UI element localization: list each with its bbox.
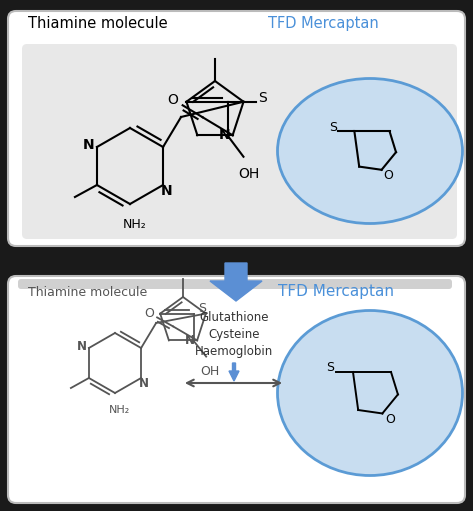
Text: NH₂: NH₂	[123, 218, 147, 231]
Ellipse shape	[278, 311, 463, 476]
Text: NH₂: NH₂	[108, 405, 130, 415]
FancyArrow shape	[210, 263, 262, 301]
Text: O: O	[385, 413, 395, 426]
Text: N: N	[77, 339, 87, 353]
Text: Glutathione: Glutathione	[199, 311, 269, 324]
FancyBboxPatch shape	[8, 11, 465, 246]
FancyArrow shape	[229, 363, 239, 381]
Text: OH: OH	[201, 364, 220, 378]
FancyBboxPatch shape	[22, 44, 457, 239]
Text: N: N	[161, 184, 173, 198]
Text: O: O	[167, 94, 178, 107]
Text: Thiamine molecule: Thiamine molecule	[28, 16, 167, 31]
Text: O: O	[384, 169, 394, 182]
Text: N: N	[139, 377, 149, 389]
FancyBboxPatch shape	[8, 276, 465, 503]
Text: TFD Mercaptan: TFD Mercaptan	[278, 284, 394, 299]
Text: OH: OH	[238, 167, 259, 181]
Text: Haemoglobin: Haemoglobin	[195, 345, 273, 358]
Text: Thiamine molecule: Thiamine molecule	[28, 286, 147, 299]
Text: N: N	[83, 138, 95, 152]
Text: TFD Mercaptan: TFD Mercaptan	[268, 16, 379, 31]
Text: S: S	[326, 361, 334, 375]
Text: N: N	[185, 334, 195, 347]
Text: S: S	[330, 121, 338, 134]
Text: O: O	[144, 307, 154, 320]
Text: S: S	[198, 302, 206, 315]
Ellipse shape	[278, 79, 463, 223]
Text: N: N	[219, 128, 230, 142]
Text: Cysteine: Cysteine	[208, 328, 260, 341]
Text: S: S	[258, 91, 267, 105]
FancyBboxPatch shape	[18, 279, 452, 289]
